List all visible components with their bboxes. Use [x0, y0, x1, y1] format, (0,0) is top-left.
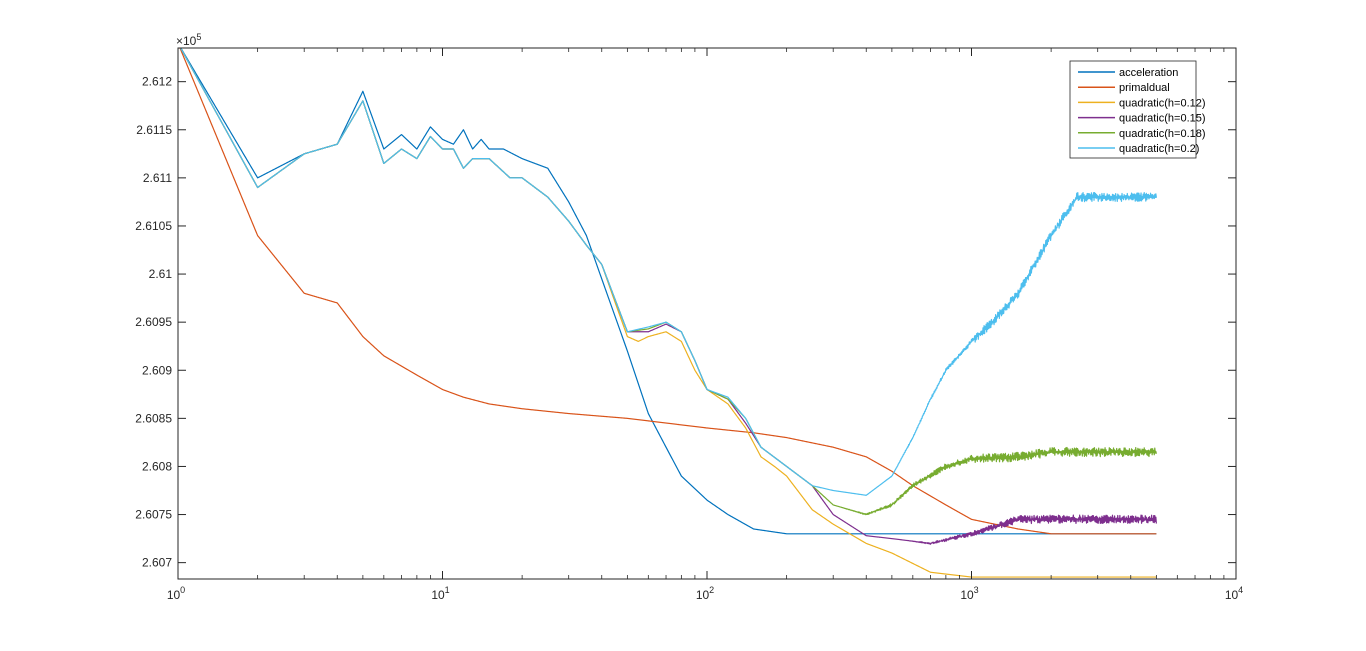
- legend-label: primaldual: [1119, 82, 1170, 94]
- y-exponent-power: 5: [196, 32, 201, 42]
- y-tick-label: 2.6105: [135, 219, 172, 233]
- y-exponent-base: ×10: [176, 34, 197, 48]
- y-tick-label: 2.612: [142, 75, 172, 89]
- y-tick-label: 2.609: [142, 363, 172, 377]
- x-tick-label: 100: [167, 585, 185, 602]
- y-tick-label: 2.6095: [135, 315, 172, 329]
- series-line-acceleration: [180, 48, 1157, 535]
- legend-label: quadratic(h=0.15): [1119, 113, 1206, 125]
- y-tick-label: 2.608: [142, 459, 172, 473]
- y-tick-label: 2.611: [143, 171, 172, 185]
- x-tick-label: 101: [431, 585, 449, 602]
- legend: acceleration primaldual quadratic(h=0.12) q…: [1069, 60, 1206, 159]
- y-tick-label: 2.6085: [135, 411, 172, 425]
- legend-items: acceleration primaldual quadratic(h=0.12) q…: [1078, 67, 1206, 155]
- legend-label: quadratic(h=0.2): [1119, 143, 1199, 155]
- x-tick-label: 103: [960, 585, 978, 602]
- y-tick-label: 2.6115: [136, 123, 172, 137]
- legend-box: [1069, 60, 1197, 159]
- series-line-quadratic(h=0.2): [179, 48, 1157, 496]
- legend-label: acceleration: [1119, 67, 1178, 79]
- x-tick-label: 104: [1225, 585, 1243, 602]
- y-tick-label: 2.607: [142, 556, 172, 570]
- y-exponent-label: ×105: [176, 32, 201, 48]
- y-tick-label: 2.61: [149, 267, 173, 281]
- legend-label: quadratic(h=0.12): [1119, 97, 1206, 109]
- plot-area: [178, 48, 1236, 579]
- y-tick-label: 2.6075: [135, 508, 172, 522]
- ticks-layer: 100 101 102 103 104 2.607 2.6075 2.608 2.6085 2.6…: [135, 48, 1243, 602]
- x-tick-label: 102: [696, 585, 714, 602]
- legend-label: quadratic(h=0.18): [1119, 128, 1206, 140]
- series-layer: [179, 48, 1157, 578]
